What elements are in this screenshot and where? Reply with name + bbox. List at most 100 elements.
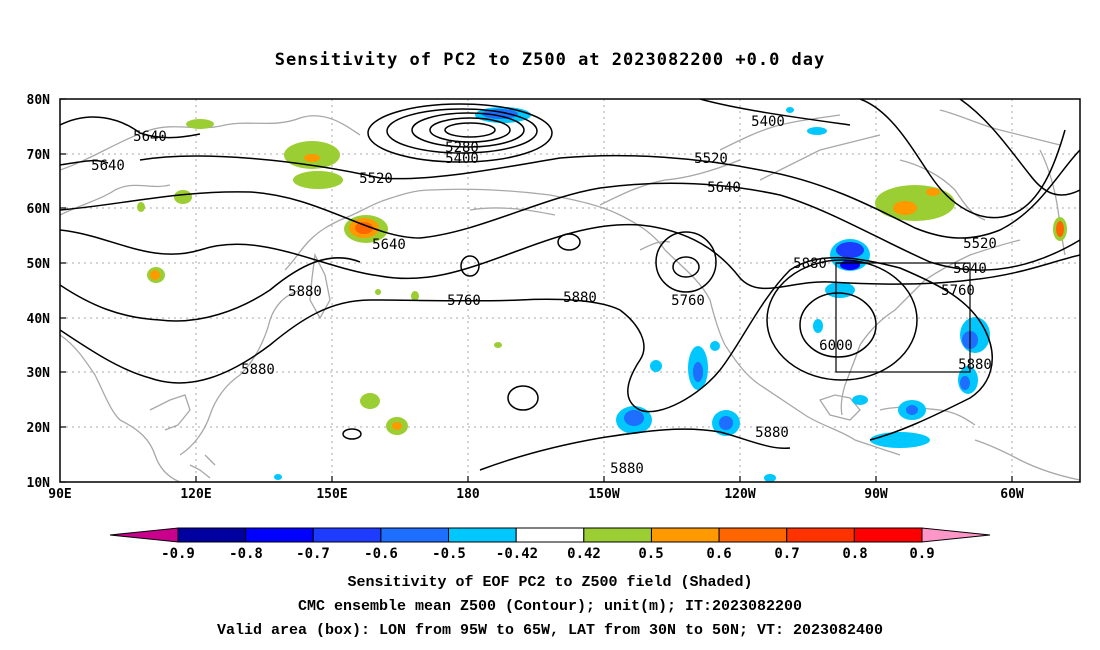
lon-label: 90E [48,487,71,502]
gridlines [60,99,1080,482]
axis-ticks [60,98,1013,483]
colorbar-label: 0.6 [706,546,731,562]
colorbar-label: -0.5 [432,546,466,562]
colorbar-segment [515,527,585,543]
colorbar-labels: -0.9 -0.8 -0.7 -0.6 -0.5 -0.42 0.42 0.5 … [161,546,935,562]
colorbar-segment [312,527,382,543]
contour-label: 5400 [751,114,785,130]
colorbar-label: -0.8 [229,546,263,562]
contour-labels: 5640 5640 5640 5280 5400 5520 5520 5640 … [91,114,997,477]
colorbar-segment [853,527,923,543]
contour-label: 5640 [953,261,987,277]
colorbar-high-end [921,527,991,543]
positive-patch [1056,221,1064,237]
lat-label: 80N [27,93,51,108]
positive-patch [304,154,320,162]
contour-label: 5880 [755,425,789,441]
colorbar-label: -0.7 [296,546,330,562]
negative-patch [624,410,644,426]
contour-label: 5760 [941,283,975,299]
negative-patch [870,432,930,448]
colorbar-segment [380,527,450,543]
colorbar [109,527,991,543]
lat-label: 40N [27,312,51,327]
colorbar-label: 0.5 [638,546,663,562]
colorbar-label: 0.7 [774,546,799,562]
contour-label: 5400 [445,151,479,167]
contour-label: 5520 [694,151,728,167]
lat-label: 10N [27,476,51,491]
lon-label: 180 [456,487,480,502]
negative-patch [482,109,518,119]
colorbar-label: 0.9 [909,546,934,562]
positive-patch [494,342,502,348]
contour-label: 5760 [671,293,705,309]
colorbar-segment [650,527,720,543]
negative-patch [852,395,868,405]
negative-patch [693,362,703,382]
negative-patch [786,107,794,113]
positive-patch [150,270,160,280]
contour-label: 5640 [707,180,741,196]
negative-patch [274,474,282,480]
caption-line-1: Sensitivity of EOF PC2 to Z500 field (Sh… [347,574,753,591]
negative-patch [710,341,720,351]
colorbar-segment [786,527,855,543]
negative-patch [825,282,855,298]
lon-label: 60W [1000,487,1024,502]
contour-label: 5520 [963,236,997,252]
positive-patch [893,201,917,215]
negative-patch [719,416,733,430]
positive-patch [137,202,145,212]
contour-label: 5880 [563,290,597,306]
negative-patch [764,474,776,482]
positive-patch [926,188,940,196]
colorbar-label: 0.8 [842,546,867,562]
lon-label: 150W [588,487,619,502]
negative-patch [807,127,827,135]
negative-patch [813,319,823,333]
negative-patch [960,376,970,390]
z500-contours [60,99,1080,471]
contour-label: 5880 [958,357,992,373]
lat-label: 60N [27,202,51,217]
positive-patch [360,393,380,409]
lat-label: 50N [27,257,51,272]
longitude-labels: 90E 120E 150E 180 150W 120W 90W 60W [48,487,1024,502]
map-frame [59,98,1081,483]
negative-patch [650,360,662,372]
contour-label: 5880 [288,284,322,300]
contour-label: 5880 [241,362,275,378]
coastlines [60,109,1080,482]
positive-patch [293,171,343,189]
positive-patch [174,190,192,204]
map-title: Sensitivity of PC2 to Z500 at 2023082200… [274,50,826,70]
positive-patch [355,222,373,234]
colorbar-label: -0.6 [364,546,398,562]
lon-label: 120E [180,487,211,502]
colorbar-segment [583,527,652,543]
contour-label: 6000 [819,338,853,354]
lat-label: 20N [27,421,51,436]
negative-patch [836,242,864,258]
colorbar-low-end [109,527,179,543]
valid-area-box [835,262,971,373]
colorbar-segment [245,527,314,543]
contour-label: 5640 [91,158,125,174]
colorbar-label: -0.42 [496,546,538,562]
positive-patch [411,291,419,301]
lon-label: 120W [724,487,755,502]
caption-line-2: CMC ensemble mean Z500 (Contour); unit(m… [297,598,803,615]
contour-label: 5880 [610,461,644,477]
positive-patch [375,289,381,295]
contour-label: 5760 [447,293,481,309]
colorbar-segment [718,527,788,543]
lon-label: 90W [864,487,888,502]
caption-line-3: Valid area (box): LON from 95W to 65W, L… [216,622,884,639]
colorbar-segment [177,527,247,543]
colorbar-label: 0.42 [567,546,601,562]
contour-label: 5280 [445,140,479,156]
positive-patch [392,422,402,430]
negative-patch [906,405,918,415]
